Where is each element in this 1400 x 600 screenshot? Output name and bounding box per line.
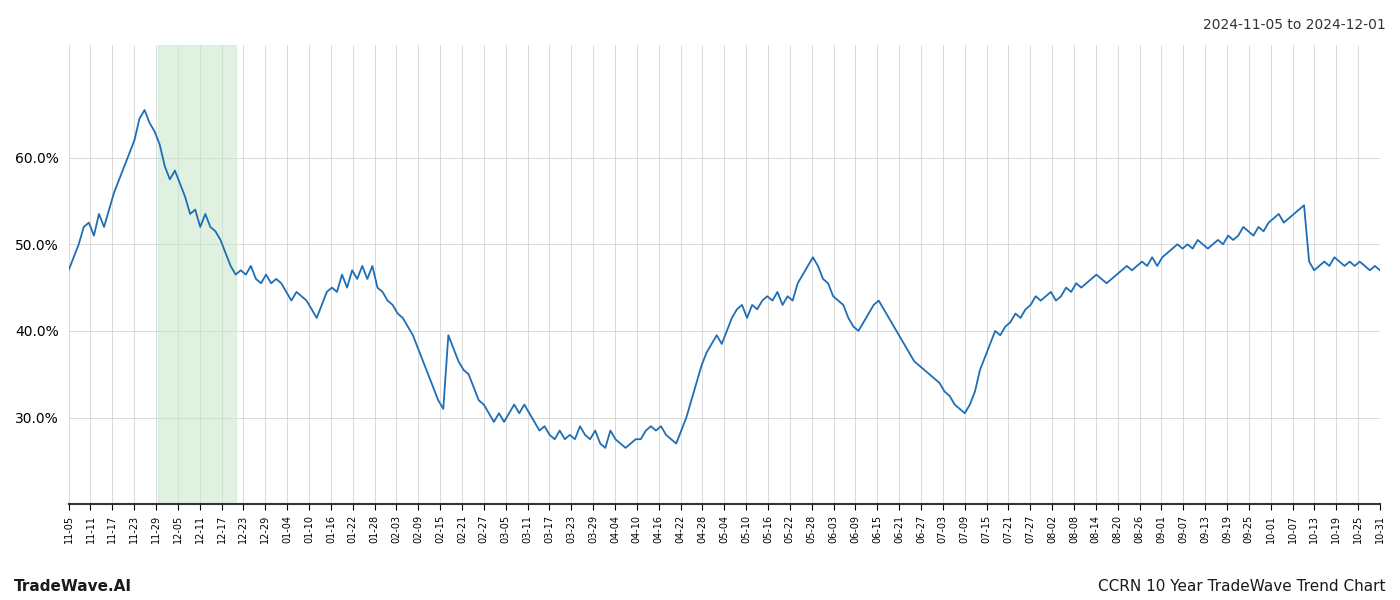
Bar xyxy=(158,45,237,504)
Text: CCRN 10 Year TradeWave Trend Chart: CCRN 10 Year TradeWave Trend Chart xyxy=(1099,579,1386,594)
Text: TradeWave.AI: TradeWave.AI xyxy=(14,579,132,594)
Text: 2024-11-05 to 2024-12-01: 2024-11-05 to 2024-12-01 xyxy=(1203,18,1386,32)
